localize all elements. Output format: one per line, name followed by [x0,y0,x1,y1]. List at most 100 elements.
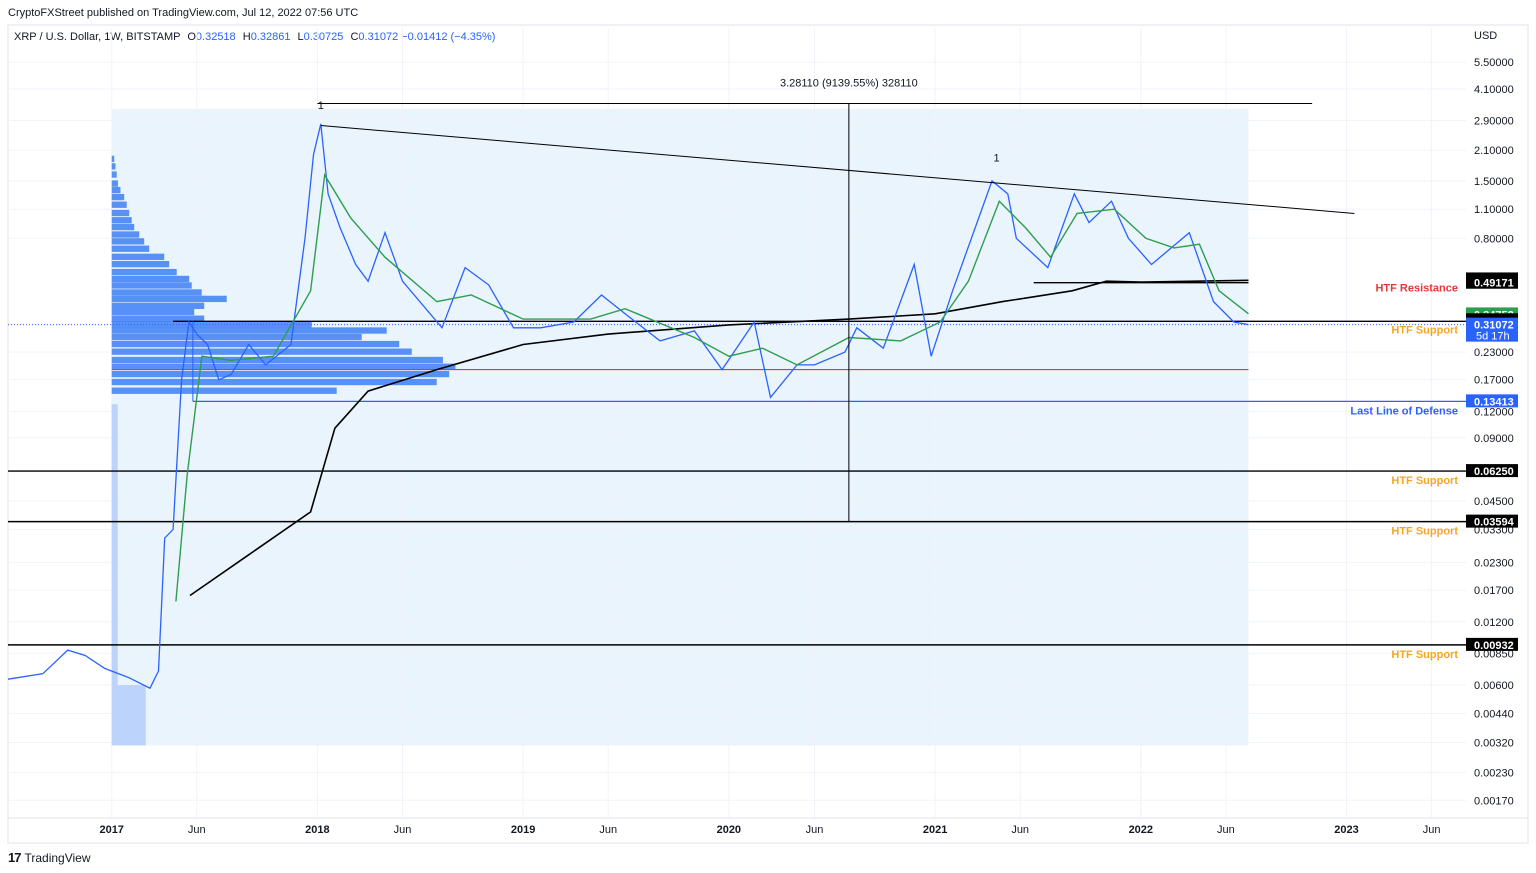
time-tick-label: 2017 [99,824,123,836]
price-badge-label: 0.13413 [1474,396,1514,408]
volume-profile-bar [111,223,135,231]
pivot-mark: 1 [318,100,324,112]
volume-profile-bar [111,370,450,378]
price-tick-label: 0.02300 [1474,557,1514,569]
close-label: C [350,31,359,43]
price-tick-label: 0.00600 [1474,680,1514,692]
volume-profile-bar [111,217,132,224]
price-tick-label: 0.00230 [1474,768,1514,780]
volume-profile-bar [111,387,337,394]
volume-profile-bar [111,378,437,386]
volume-profile-bar [111,186,121,194]
volume-profile-bar [111,340,400,348]
tradingview-logo-icon: 17 [8,850,22,865]
price-tick-label: 0.04500 [1474,496,1514,508]
time-tick-label: 2021 [923,824,947,836]
date-range-shading [111,108,1249,746]
price-badges-group: 0.509690.491710.347520.325850.322190.310… [1466,272,1518,652]
price-tick-label: 0.00440 [1474,708,1514,720]
tradingview-brand: TradingView [24,850,91,865]
price-tick-label: 0.00320 [1474,738,1514,750]
time-tick-label: 2018 [305,824,329,836]
volume-profile-bar [111,245,150,252]
time-tick-label: 2022 [1129,824,1153,836]
volume-profile-group [111,155,456,746]
volume-profile-bar [111,238,145,245]
time-tick-label: Jun [188,824,206,836]
level-label: HTF Support [1391,649,1458,661]
level-label: HTF Support [1391,526,1458,538]
volume-profile-bar [111,333,362,341]
time-axis[interactable]: 2017 Jun 2018 Jun 2019 Jun 2020 Jun 2021 Jun 2022 J… [8,817,1528,836]
price-tick-label: 5.50000 [1474,57,1514,69]
volume-profile-bar [111,685,146,746]
drawings-group [192,102,1355,522]
price-tick-label: 0.00170 [1474,795,1514,807]
volume-profile-bar [111,268,177,276]
currency-label: USD [1474,30,1497,42]
level-label: HTF Support [1391,324,1458,336]
price-line [7,123,1249,690]
price-badge-label: 0.06250 [1474,466,1514,478]
open-label: O [187,31,196,43]
close-value: 0.31072 [358,31,399,43]
price-tick-label: 0.23000 [1474,347,1514,359]
volume-profile-bar [111,201,127,208]
price-badge [1466,394,1518,408]
time-tick-label: Jun [1423,824,1441,836]
volume-profile-bar [111,315,205,322]
volume-profile-bar [111,163,116,170]
time-tick-label: Jun [806,824,824,836]
time-tick-label: Jun [1011,824,1029,836]
chart-frame [7,24,1529,844]
level-label: HTF Resistance [1375,283,1458,295]
volume-profile-bar [111,155,115,163]
volume-profile-bar [111,327,387,334]
volume-profile-bar [111,209,130,217]
fast-moving-average-line [175,172,1249,602]
low-value: 0.30725 [303,31,344,43]
volume-profile-bar [111,348,412,355]
price-tick-label: 0.17000 [1474,375,1514,387]
time-tick-label: Jun [1217,824,1235,836]
price-badge-label: 0.03594 [1474,517,1515,529]
volume-profile-bar [111,289,202,296]
symbol-legend: XRP / U.S. Dollar, 1W, BITSTAMP O0.32518… [14,31,495,43]
time-tick-label: Jun [599,824,617,836]
time-tick-label: 2020 [717,824,741,836]
price-tick-label: 2.10000 [1474,145,1514,157]
price-tick-label: 0.01200 [1474,617,1514,629]
price-tick-label: 0.00850 [1474,648,1514,660]
measure-label: 3.28110 (9139.55%) 328110 [780,77,918,89]
price-tick-label: 0.09000 [1474,433,1514,445]
tradingview-footer[interactable]: 17 TradingView [8,850,91,865]
time-tick-label: Jun [394,824,412,836]
price-axis[interactable]: 5.50000 4.10000 2.90000 2.10000 1.50000 1.100… [1474,30,1514,807]
volume-profile-bar [111,363,456,370]
price-badge-label: 0.49171 [1474,278,1514,290]
price-tick-label: 1.10000 [1474,204,1514,216]
descending-trendline [320,125,1355,214]
time-tick-label: 2019 [511,824,535,836]
price-badge-countdown: 5d 17h [1476,331,1510,343]
price-badge-label: 0.31072 [1474,320,1514,332]
volume-profile-bar [111,282,192,289]
volume-profile-bar [111,180,118,187]
price-badge [1466,464,1518,478]
price-badge [1466,514,1518,528]
price-tick-label: 4.10000 [1474,84,1514,96]
volume-profile-bar [111,260,170,268]
level-label: Last Line of Defense [1350,405,1458,417]
price-tick-label: 0.01700 [1474,585,1514,597]
grid-group [8,28,1466,818]
price-badge [1466,637,1518,651]
volume-profile-bar [111,171,117,178]
volume-profile-bar [111,302,205,309]
price-badge [1466,317,1518,342]
price-badge [1466,275,1518,289]
volume-profile-bar [111,295,227,303]
volume-profile-bar [111,404,118,686]
change-value: −0.01412 (−4.35%) [401,31,496,43]
price-tick-label: 0.80000 [1474,233,1514,245]
